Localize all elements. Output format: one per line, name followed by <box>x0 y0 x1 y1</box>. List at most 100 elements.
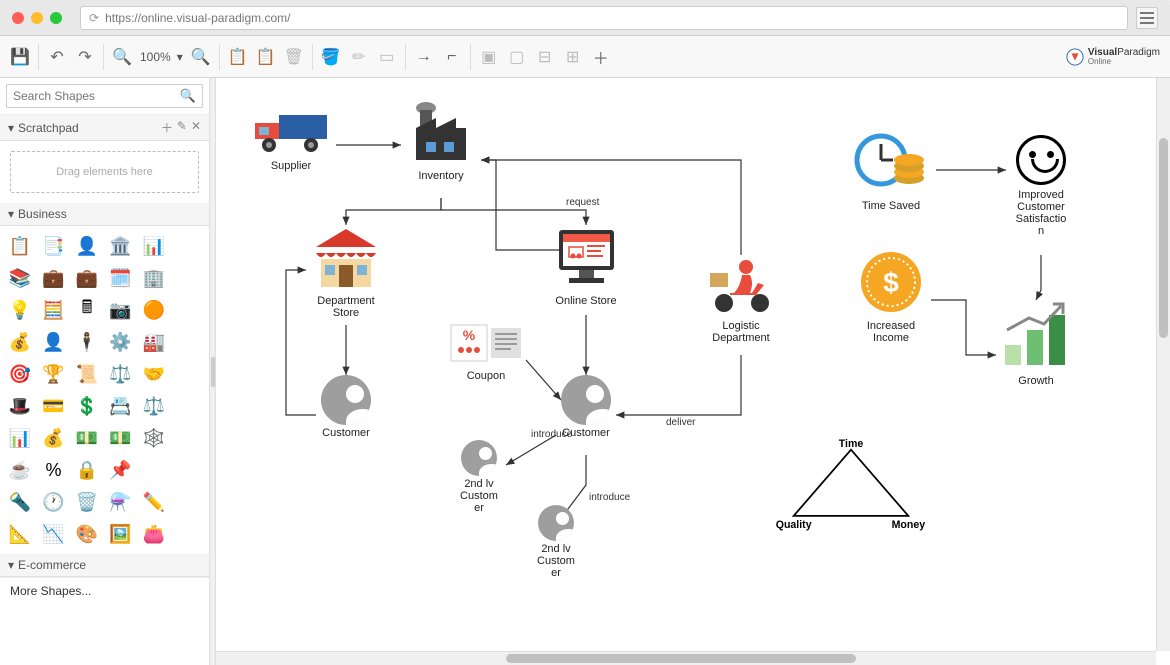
search-icon[interactable]: 🔍 <box>180 88 196 104</box>
refresh-icon[interactable]: ⟳ <box>89 11 99 25</box>
shape-item[interactable]: ☕ <box>6 456 34 484</box>
align-button[interactable]: ⊟ <box>531 43 559 71</box>
collapse-icon[interactable]: ▾ <box>8 558 14 572</box>
vertical-scrollbar[interactable] <box>1156 78 1170 651</box>
shape-item[interactable]: 💳 <box>40 392 68 420</box>
menu-button[interactable] <box>1136 7 1158 29</box>
shape-item[interactable]: 🖼️ <box>107 520 135 548</box>
shape-item[interactable]: 🎩 <box>6 392 34 420</box>
diagram-node-customer2[interactable]: Customer <box>556 375 616 439</box>
shape-item[interactable]: 📊 <box>6 424 34 452</box>
close-window[interactable] <box>12 12 24 24</box>
shape-item[interactable]: ⚖️ <box>107 360 135 388</box>
shape-item[interactable]: 💲 <box>73 392 101 420</box>
distribute-button[interactable]: ⊞ <box>559 43 587 71</box>
shape-item[interactable] <box>140 456 168 484</box>
shape-item[interactable]: 🏭 <box>140 328 168 356</box>
shape-item[interactable] <box>174 328 202 356</box>
toback-button[interactable]: ▢ <box>503 43 531 71</box>
diagram-node-supplier[interactable]: Supplier <box>246 105 336 172</box>
shape-item[interactable]: 👛 <box>140 520 168 548</box>
shape-item[interactable]: 💵 <box>107 424 135 452</box>
waypoint-button[interactable]: ⌐ <box>438 43 466 71</box>
tofront-button[interactable]: ▣ <box>475 43 503 71</box>
zoom-out-button[interactable]: 🔍 <box>108 43 136 71</box>
edit-scratch-icon[interactable]: ✎ <box>177 119 187 136</box>
undo-button[interactable]: ↶ <box>43 43 71 71</box>
shape-item[interactable]: 🎯 <box>6 360 34 388</box>
diagram-node-customer1[interactable]: Customer <box>316 375 376 439</box>
shape-item[interactable]: 👤 <box>40 328 68 356</box>
business-section-header[interactable]: ▾ Business <box>0 203 209 226</box>
add-button[interactable]: ＋ <box>587 43 615 71</box>
ecommerce-section-header[interactable]: ▾ E-commerce <box>0 554 209 577</box>
scratchpad-dropzone[interactable]: Drag elements here <box>10 151 199 193</box>
collapse-icon[interactable]: ▾ <box>8 121 14 135</box>
shape-item[interactable]: 📉 <box>40 520 68 548</box>
diagram-node-cust2a[interactable]: 2nd lvCustomer <box>454 440 504 514</box>
shape-item[interactable]: 🧮 <box>40 296 68 324</box>
shape-item[interactable] <box>174 520 202 548</box>
shape-item[interactable] <box>174 232 202 260</box>
shape-item[interactable]: 🕐 <box>40 488 68 516</box>
shape-item[interactable]: 🗓️ <box>107 264 135 292</box>
add-scratch-icon[interactable]: ＋ <box>161 119 173 136</box>
shape-item[interactable] <box>174 264 202 292</box>
shape-item[interactable]: 📑 <box>40 232 68 260</box>
maximize-window[interactable] <box>50 12 62 24</box>
shape-item[interactable] <box>174 456 202 484</box>
shape-item[interactable]: 📋 <box>6 232 34 260</box>
shape-item[interactable]: 🔒 <box>73 456 101 484</box>
collapse-icon[interactable]: ▾ <box>8 207 14 221</box>
scratchpad-header[interactable]: ▾ Scratchpad ＋ ✎ ✕ <box>0 115 209 141</box>
shape-item[interactable]: % <box>40 456 68 484</box>
shape-item[interactable]: 🔦 <box>6 488 34 516</box>
redo-button[interactable]: ↷ <box>71 43 99 71</box>
shape-item[interactable] <box>174 360 202 388</box>
diagram-node-logistic[interactable]: LogisticDepartment <box>701 255 781 344</box>
shape-item[interactable]: 🕴️ <box>73 328 101 356</box>
shape-item[interactable]: 📇 <box>107 392 135 420</box>
diagram-node-inventory[interactable]: Inventory <box>401 100 481 182</box>
shape-item[interactable]: ⚙️ <box>107 328 135 356</box>
more-shapes-link[interactable]: More Shapes... <box>0 577 209 604</box>
zoom-level[interactable]: 100% <box>138 50 173 64</box>
shape-item[interactable]: 🖩 <box>73 296 101 324</box>
shape-item[interactable]: 📚 <box>6 264 34 292</box>
shape-item[interactable]: 📊 <box>140 232 168 260</box>
diagram-node-improved[interactable]: ImprovedCustomerSatisfaction <box>1006 135 1076 237</box>
shape-item[interactable]: 💰 <box>40 424 68 452</box>
canvas[interactable]: requestdeliverintroduceintroduce Supplie… <box>216 78 1170 665</box>
shape-item[interactable]: 🤝 <box>140 360 168 388</box>
diagram-node-income[interactable]: $IncreasedIncome <box>851 250 931 344</box>
shape-item[interactable]: ⚖️ <box>140 392 168 420</box>
address-bar[interactable]: ⟳ https://online.visual-paradigm.com/ <box>80 6 1128 30</box>
save-button[interactable]: 💾 <box>6 43 34 71</box>
shape-item[interactable]: 💼 <box>40 264 68 292</box>
search-input[interactable] <box>13 89 180 103</box>
minimize-window[interactable] <box>31 12 43 24</box>
shape-item[interactable]: 🏢 <box>140 264 168 292</box>
diagram-triangle[interactable]: TimeQualityMoney <box>776 430 926 543</box>
shape-item[interactable]: 📜 <box>73 360 101 388</box>
shape-item[interactable]: 💰 <box>6 328 34 356</box>
shape-item[interactable]: 📌 <box>107 456 135 484</box>
shape-item[interactable] <box>174 392 202 420</box>
shape-item[interactable]: 🏛️ <box>107 232 135 260</box>
fill-button[interactable]: 🪣 <box>317 43 345 71</box>
diagram-node-onlinestore[interactable]: Online Store <box>541 225 631 307</box>
shape-item[interactable]: 👤 <box>73 232 101 260</box>
diagram-node-growth[interactable]: Growth <box>996 300 1076 387</box>
shape-item[interactable]: 🟠 <box>140 296 168 324</box>
shape-item[interactable]: 💡 <box>6 296 34 324</box>
shadow-button[interactable]: ▭ <box>373 43 401 71</box>
delete-button[interactable]: 🗑 <box>280 43 308 71</box>
shape-item[interactable]: 💼 <box>73 264 101 292</box>
copy-button[interactable]: 📋 <box>224 43 252 71</box>
shape-item[interactable] <box>174 424 202 452</box>
shape-item[interactable]: 🕸️ <box>140 424 168 452</box>
diagram-node-cust2b[interactable]: 2nd lvCustomer <box>531 505 581 579</box>
connector-button[interactable]: → <box>410 43 438 71</box>
diagram-node-deptstore[interactable]: DepartmentStore <box>306 225 386 319</box>
diagram-node-timesaved[interactable]: Time Saved <box>846 130 936 212</box>
